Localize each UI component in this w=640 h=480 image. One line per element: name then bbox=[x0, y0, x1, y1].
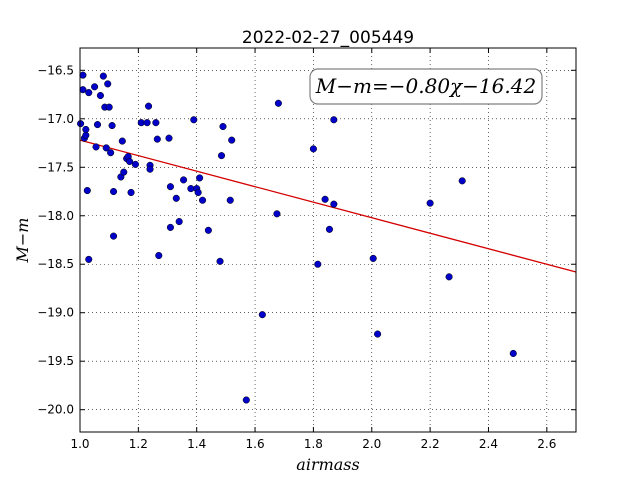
data-point bbox=[108, 122, 116, 130]
data-point bbox=[194, 188, 202, 197]
data-point bbox=[374, 330, 382, 338]
data-point bbox=[96, 91, 104, 100]
data-point bbox=[85, 89, 93, 97]
data-point bbox=[321, 195, 329, 203]
data-point bbox=[196, 174, 204, 182]
data-point bbox=[458, 177, 466, 185]
x-tick-label: 2.4 bbox=[479, 437, 498, 451]
data-point bbox=[153, 135, 161, 143]
data-point bbox=[85, 255, 93, 263]
y-tick-label: −18.0 bbox=[37, 209, 74, 223]
fit-line bbox=[79, 139, 577, 273]
data-point bbox=[110, 232, 118, 240]
data-point bbox=[143, 119, 151, 127]
data-point bbox=[107, 149, 115, 157]
y-tick-label: −18.5 bbox=[37, 257, 74, 271]
data-point bbox=[180, 176, 188, 184]
x-tick-label: 2.6 bbox=[537, 437, 556, 451]
y-tick-label: −19.5 bbox=[37, 354, 74, 368]
x-tick-label: 1.0 bbox=[70, 437, 89, 451]
data-point bbox=[145, 102, 153, 110]
data-point bbox=[445, 273, 453, 281]
data-point bbox=[216, 257, 224, 265]
data-point bbox=[175, 218, 183, 226]
data-point bbox=[242, 396, 250, 404]
y-tick-label: −20.0 bbox=[37, 403, 74, 417]
annotation-box bbox=[309, 68, 543, 105]
y-tick-label: −17.0 bbox=[37, 112, 74, 126]
data-point bbox=[92, 143, 100, 151]
fit-line-layer bbox=[79, 139, 577, 273]
data-point bbox=[217, 152, 226, 160]
data-point bbox=[330, 116, 338, 124]
data-point bbox=[79, 86, 87, 94]
data-point bbox=[273, 210, 281, 218]
data-point bbox=[226, 196, 234, 204]
y-tick-label: −17.5 bbox=[37, 160, 74, 174]
data-point bbox=[91, 83, 99, 91]
chart-title: 2022-02-27_005449 bbox=[242, 28, 414, 48]
data-point bbox=[99, 72, 107, 80]
data-point bbox=[104, 80, 112, 88]
data-point bbox=[204, 226, 212, 234]
x-tick-label: 2.2 bbox=[421, 437, 440, 451]
data-point bbox=[79, 71, 87, 79]
plot-frame bbox=[79, 47, 577, 433]
y-tick-label: −19.0 bbox=[37, 306, 74, 320]
x-tick-label: 1.8 bbox=[304, 437, 323, 451]
data-point bbox=[166, 223, 174, 231]
data-point bbox=[369, 254, 377, 262]
x-tick-label: 1.6 bbox=[246, 437, 265, 451]
data-point bbox=[426, 199, 434, 207]
data-point bbox=[198, 196, 207, 204]
data-point bbox=[314, 260, 322, 268]
data-point bbox=[110, 187, 118, 196]
data-point bbox=[309, 145, 317, 153]
data-point bbox=[102, 144, 110, 152]
data-point bbox=[258, 311, 266, 319]
x-axis-label: airmass bbox=[296, 455, 359, 474]
data-point bbox=[166, 183, 174, 191]
data-point bbox=[120, 168, 128, 176]
data-point bbox=[82, 125, 90, 134]
x-tick-label: 2.0 bbox=[362, 437, 381, 451]
data-point bbox=[172, 194, 180, 202]
data-point bbox=[155, 251, 163, 260]
data-point bbox=[93, 121, 102, 129]
data-point bbox=[77, 120, 85, 128]
data-point bbox=[190, 116, 198, 124]
y-tick-label: −16.5 bbox=[37, 63, 74, 77]
data-point bbox=[83, 186, 91, 195]
data-point bbox=[152, 119, 160, 127]
data-point bbox=[118, 137, 126, 145]
data-point bbox=[509, 349, 517, 358]
data-points bbox=[77, 71, 517, 404]
data-point bbox=[330, 200, 338, 208]
data-point bbox=[274, 99, 282, 107]
data-point bbox=[131, 160, 139, 168]
data-point bbox=[146, 165, 154, 173]
data-point bbox=[325, 225, 334, 233]
data-point bbox=[126, 157, 134, 166]
data-point bbox=[105, 103, 113, 111]
x-tick-label: 1.2 bbox=[129, 437, 148, 451]
data-point bbox=[165, 134, 173, 142]
axis-ticks: 1.0 1.2 1.4 1.6 1.8 2.0 2.2 2.4 2.6 −16.5 −17.0 −17… bbox=[37, 48, 576, 451]
data-point bbox=[127, 188, 135, 197]
y-axis-label: M−m bbox=[13, 218, 32, 264]
data-point bbox=[219, 122, 227, 131]
annotation-text: M−m=−0.80χ−16.42 bbox=[315, 74, 536, 98]
data-point bbox=[228, 136, 236, 144]
x-tick-label: 1.4 bbox=[187, 437, 206, 451]
fit-annotation: M−m=−0.80χ−16.42 bbox=[309, 68, 543, 105]
